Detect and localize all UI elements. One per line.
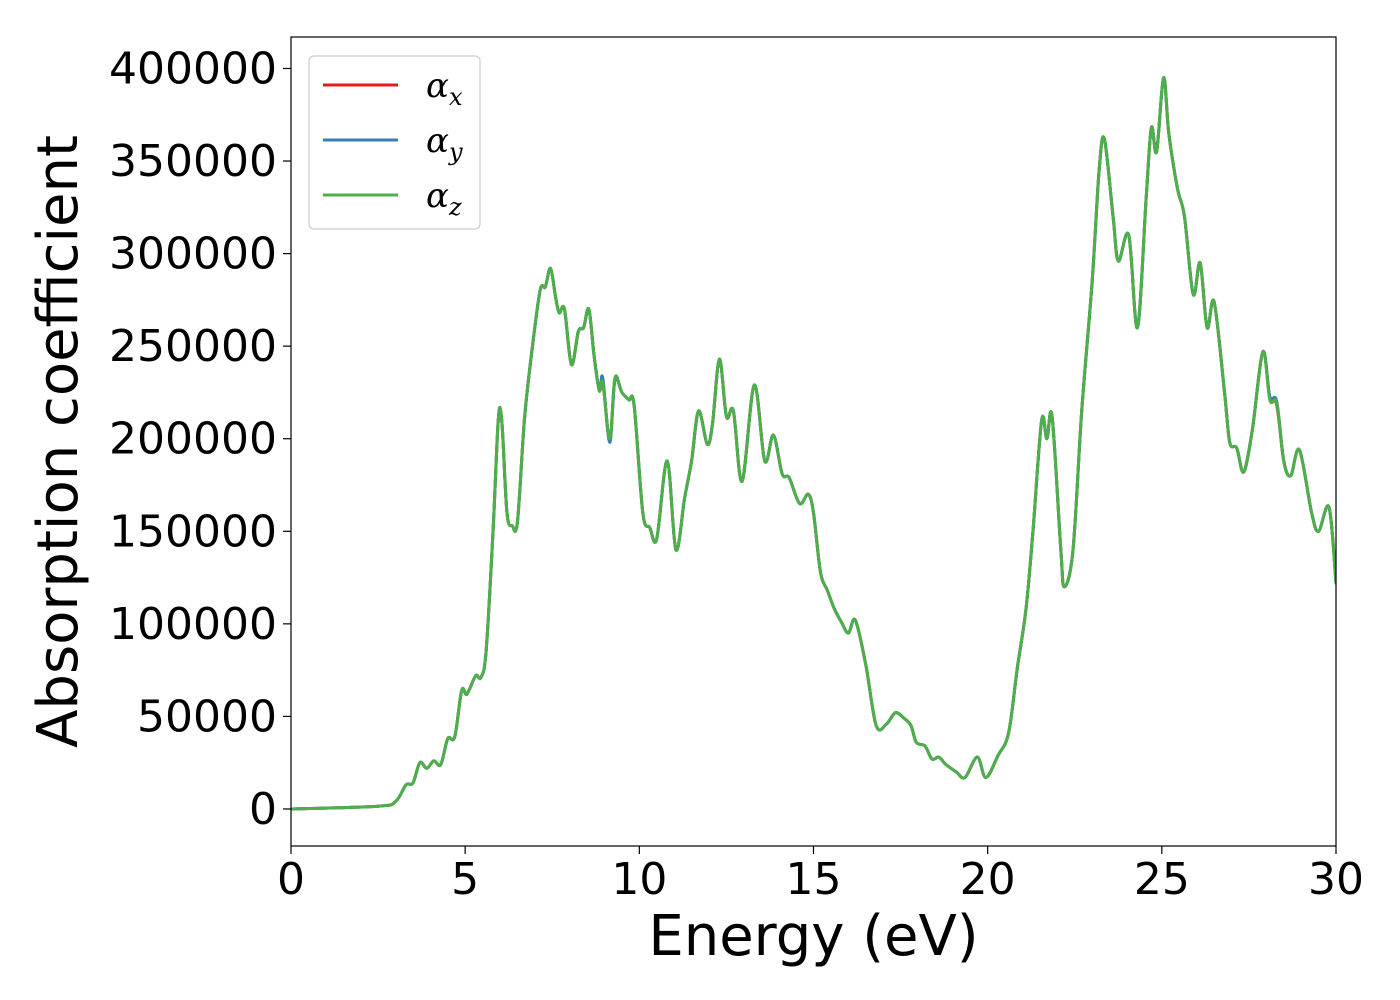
x-axis-label: Energy (eV) bbox=[648, 904, 978, 969]
y-tick-label: 0 bbox=[249, 784, 277, 835]
series-line-z bbox=[291, 76, 1336, 811]
x-tick-label: 0 bbox=[277, 854, 305, 905]
x-axis-ticks: 0 5 10 15 20 25 30 bbox=[277, 846, 1364, 905]
x-tick-label: 20 bbox=[960, 854, 1016, 905]
y-tick-label: 300000 bbox=[109, 229, 277, 280]
y-axis-ticks: 0 50000 100000 150000 200000 250000 300000 3500… bbox=[109, 43, 291, 835]
legend-subscript: y bbox=[448, 138, 463, 166]
y-tick-label: 350000 bbox=[109, 136, 277, 187]
y-tick-label: 400000 bbox=[109, 43, 277, 94]
y-tick-label: 250000 bbox=[109, 321, 277, 372]
x-tick-label: 25 bbox=[1134, 854, 1190, 905]
series-lines bbox=[291, 76, 1336, 811]
x-tick-label: 10 bbox=[611, 854, 667, 905]
y-tick-label: 200000 bbox=[109, 414, 277, 465]
x-tick-label: 30 bbox=[1308, 854, 1364, 905]
x-tick-label: 15 bbox=[786, 854, 842, 905]
x-tick-label: 5 bbox=[451, 854, 479, 905]
legend-subscript: z bbox=[448, 193, 462, 221]
y-tick-label: 50000 bbox=[137, 691, 277, 742]
y-axis-label: Absorption coefficient bbox=[26, 135, 91, 748]
legend-box bbox=[308, 55, 481, 230]
legend-subscript: x bbox=[449, 83, 463, 111]
y-tick-label: 150000 bbox=[109, 506, 277, 557]
y-tick-label: 100000 bbox=[109, 599, 277, 650]
